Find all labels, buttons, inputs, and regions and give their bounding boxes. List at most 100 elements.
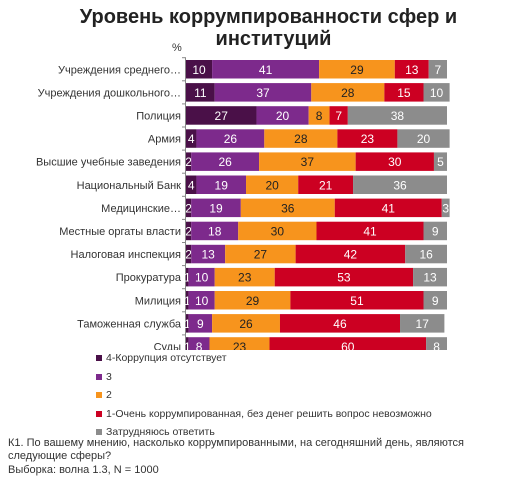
data-label: 2: [185, 248, 192, 262]
data-label: 1: [184, 317, 191, 331]
category-label: Медицинские…: [101, 203, 181, 215]
legend-label: 4-Коррупция отсутствует: [106, 352, 227, 365]
bar-segment: [259, 152, 356, 171]
data-label: 26: [239, 317, 253, 331]
bar-segment: [405, 244, 447, 264]
bar-segment: [186, 221, 192, 241]
data-label: 37: [301, 155, 315, 169]
bar-segment: [355, 152, 434, 171]
data-label: 17: [416, 317, 430, 331]
data-label: 13: [202, 248, 216, 262]
data-label: 11: [194, 86, 207, 100]
data-label: 41: [259, 63, 273, 77]
bar-segment: [186, 152, 192, 171]
bar-segment: [428, 60, 447, 79]
data-label: 37: [256, 86, 270, 100]
bar-segment: [212, 60, 320, 79]
bar-segment: [290, 291, 424, 310]
bar-segment: [423, 83, 450, 102]
data-label: 26: [218, 155, 232, 169]
data-label: 26: [224, 132, 238, 146]
bar-segment: [337, 129, 398, 148]
bar-segment: [329, 106, 348, 125]
bar-segment: [186, 129, 197, 148]
legend-swatch: [96, 429, 102, 436]
bar-segment: [214, 291, 291, 310]
bar-segment: [298, 175, 354, 194]
data-label: 46: [333, 317, 347, 331]
bar-segment: [334, 198, 442, 218]
bar-segment: [426, 337, 447, 350]
data-label: 60: [341, 340, 355, 350]
data-label: 10: [192, 63, 206, 77]
data-label: 2: [185, 201, 192, 215]
data-label: 51: [350, 294, 364, 308]
bar-segment: [433, 152, 447, 171]
category-label: Налоговая инспекция: [71, 249, 182, 261]
legend-label: 3: [106, 370, 112, 383]
bar-segment: [186, 198, 192, 218]
bar-segment: [188, 314, 213, 333]
bar-segment: [347, 106, 447, 125]
bar-segment: [196, 175, 247, 194]
data-label: 9: [432, 294, 439, 308]
category-label: Милиция: [135, 295, 181, 307]
bar-segment: [186, 60, 213, 79]
bar-segment: [214, 83, 312, 102]
category-label: Учреждения среднего…: [58, 64, 181, 76]
bar-segment: [186, 106, 257, 125]
bar-segment: [316, 221, 424, 241]
chart-title: Уровень коррумпированности сфер и инстит…: [0, 6, 507, 50]
data-label: 38: [391, 109, 405, 123]
chart-title-line1: Уровень коррумпированности сфер и: [79, 6, 458, 28]
bar-segment: [423, 221, 447, 241]
bar-segment: [191, 221, 239, 241]
bar-segment: [214, 267, 275, 287]
bar-segment: [186, 337, 189, 350]
data-label: 41: [363, 224, 377, 238]
category-label: Национальный Банк: [77, 180, 182, 192]
data-label: 13: [423, 271, 437, 285]
data-label: 20: [265, 178, 279, 192]
data-label: 20: [276, 109, 290, 123]
data-label: 23: [233, 340, 247, 350]
data-label: 23: [238, 271, 252, 285]
category-label: Армия: [148, 134, 181, 146]
bar-segment: [238, 221, 317, 241]
data-label: 7: [335, 109, 342, 123]
bar-segment: [441, 198, 450, 218]
data-label: 27: [215, 109, 229, 123]
legend-label: Затрудняюсь ответить: [106, 426, 215, 439]
data-label: 8: [316, 109, 323, 123]
bar-segment: [186, 267, 189, 287]
bar-segment: [209, 337, 270, 350]
survey-question-footnote: К1. По вашему мнению, насколько коррумпи…: [8, 437, 464, 462]
chart-legend: 4-Коррупция отсутствует 3 2 1-Очень коррумп…: [96, 349, 432, 442]
data-label: 36: [281, 201, 295, 215]
data-label: 18: [208, 224, 222, 238]
category-label: Суды: [154, 341, 181, 350]
legend-item: 1-Очень коррумпированная, без денег реши…: [96, 405, 432, 424]
data-label: 28: [294, 132, 308, 146]
bar-segment: [269, 337, 427, 350]
bar-segment: [397, 129, 450, 148]
data-label: 4: [188, 178, 195, 192]
legend-item: 4-Коррупция отсутствует: [96, 349, 432, 368]
bar-segment: [423, 291, 447, 310]
data-label: 2: [185, 224, 192, 238]
bar-segment: [311, 83, 385, 102]
bar-segment: [279, 314, 401, 333]
category-label: Прокуратура: [116, 272, 182, 284]
bar-segment: [400, 314, 445, 333]
bar-segment: [191, 198, 241, 218]
bar-segment: [295, 244, 406, 264]
legend-swatch: [96, 410, 102, 417]
bar-segment: [191, 244, 226, 264]
data-label: 3: [442, 201, 449, 215]
data-label: 5: [437, 155, 444, 169]
data-label: 16: [419, 248, 433, 262]
legend-item: 3: [96, 368, 432, 387]
data-label: 9: [197, 317, 204, 331]
data-label: 7: [435, 63, 442, 77]
bar-segment: [212, 314, 280, 333]
